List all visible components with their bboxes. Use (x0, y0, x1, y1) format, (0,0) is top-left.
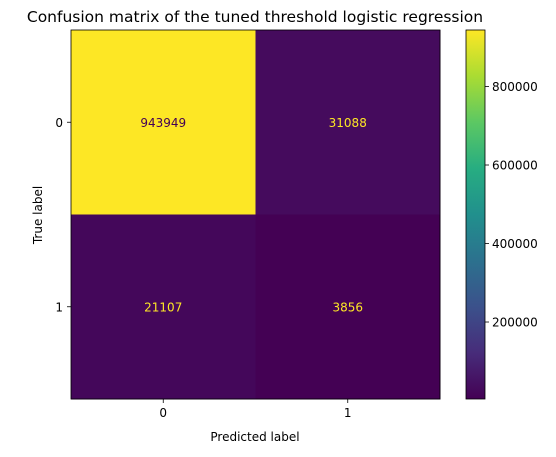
colorbar-tick-label: 600000 (492, 159, 538, 173)
cell-value-label: 3856 (332, 300, 363, 314)
chart-title: Confusion matrix of the tuned threshold … (27, 8, 483, 26)
colorbar: 200000 400000 600000 800000 (465, 29, 538, 400)
x-tick-label: 0 (159, 406, 167, 420)
colorbar-gradient (466, 30, 485, 399)
y-tick-label: 1 (55, 300, 63, 314)
matrix-axes: 0 1 0 1 (55, 29, 441, 420)
matrix-frame (70, 29, 441, 400)
y-tick-label: 0 (55, 116, 63, 130)
matrix-cell-0-0 (71, 30, 256, 215)
x-axis-label: Predicted label (210, 430, 299, 444)
matrix-grid: 943949 31088 21107 3856 (71, 30, 441, 400)
cell-value-label: 21107 (144, 300, 182, 314)
colorbar-tick-label: 400000 (492, 237, 538, 251)
cell-value-label: 943949 (140, 116, 186, 130)
matrix-cell-1-1 (255, 214, 441, 400)
colorbar-tick-label: 800000 (492, 80, 538, 94)
colorbar-tick-label: 200000 (492, 316, 538, 330)
y-axis-label: True label (31, 186, 45, 245)
matrix-cell-1-0 (71, 214, 256, 400)
x-tick-label: 1 (344, 406, 352, 420)
matrix-cell-0-1 (255, 30, 441, 215)
cell-value-label: 31088 (329, 116, 367, 130)
colorbar-frame (465, 29, 486, 400)
